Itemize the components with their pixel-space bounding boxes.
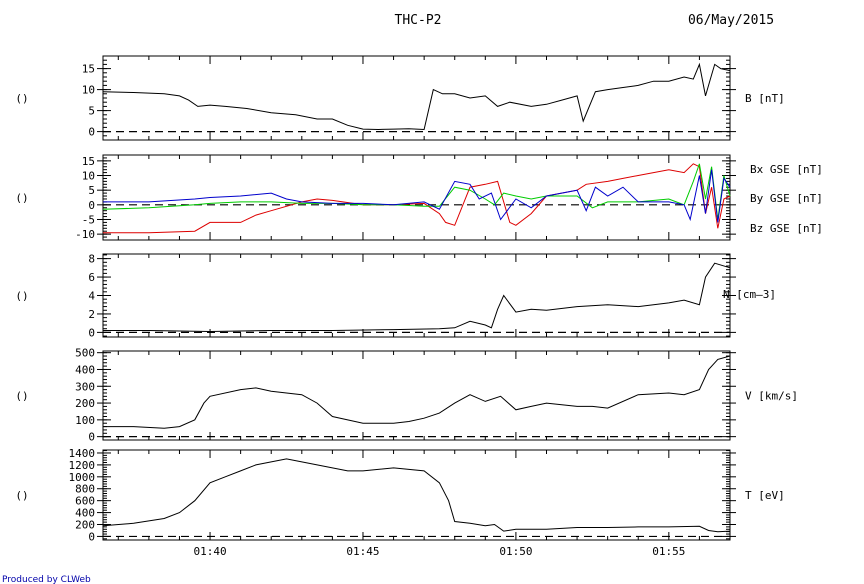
panel-2-legend-bz: Bz GSE [nT]	[750, 222, 823, 235]
panel-2-series-3	[103, 169, 731, 223]
panel-5-ytick-label: 800	[75, 483, 95, 496]
chart-title: THC-P2	[395, 13, 442, 28]
panel-3-ylabel-dash: —	[756, 288, 763, 301]
panel-1-series-1	[102, 62, 731, 131]
panel-3-ytick-label: 4	[88, 290, 95, 303]
panel-1-ytick-label: 5	[88, 105, 95, 118]
panel-2-frame	[102, 154, 731, 241]
panel-2-ytick-label: 5	[88, 184, 95, 197]
panel-2-series-1	[103, 163, 731, 234]
panel-5-ytick-label: 1200	[69, 459, 96, 472]
panel-3-ytick-label: 6	[88, 271, 95, 284]
panel-3-ytick-label: 8	[88, 253, 95, 266]
panel-1-ytick-label: 10	[82, 84, 95, 97]
panel-5-ytick-label: 200	[75, 519, 95, 532]
panel-1-frame	[102, 55, 731, 141]
panel-3-ylabel-base: N [cm—3]	[723, 288, 776, 301]
panel-2-ytick-label: 10	[82, 170, 95, 183]
panel-2-series-2	[102, 163, 731, 220]
panel-3-ytick-label: 2	[88, 308, 95, 321]
panel-4-ytick-label: 100	[75, 414, 95, 427]
xtick-label: 01:55	[652, 545, 685, 558]
panel-2-left-label: ()	[15, 192, 28, 205]
panel-4-ytick-label: 0	[88, 431, 95, 444]
panel-4-series-1	[103, 355, 731, 429]
panel-4-left-label: ()	[15, 390, 28, 403]
panel-2-legend-bx: Bx GSE [nT]	[750, 163, 823, 176]
panel-3-ylabel-suffix: 3]	[763, 288, 776, 301]
panel-1-left-label: ()	[15, 92, 28, 105]
panel-5-ytick-label: 1400	[69, 447, 96, 460]
panel-3-frame	[102, 253, 731, 338]
panel-3-ylabel-prefix: N [cm	[723, 288, 756, 301]
panel-4-ytick-label: 200	[75, 397, 95, 410]
credit-text: Produced by CLWeb	[2, 575, 91, 584]
panel-4-ytick-label: 500	[75, 347, 95, 360]
panel-5-series-1	[102, 458, 731, 533]
panel-1-ylabel: B [nT]	[745, 92, 785, 105]
xtick-label: 01:40	[193, 545, 226, 558]
panel-2-ytick-label: -5	[82, 213, 95, 226]
panel-5-frame	[102, 449, 731, 541]
panel-1-ytick-label: 0	[88, 126, 95, 139]
panel-4-ylabel: V [km/s]	[745, 390, 798, 403]
panel-3-series-1	[103, 262, 731, 333]
panel-4-ytick-label: 300	[75, 380, 95, 393]
panel-1-ytick-label: 15	[82, 63, 95, 76]
panel-2-ytick-label: 15	[82, 155, 95, 168]
panel-5-left-label: ()	[15, 489, 28, 502]
chart-date: 06/May/2015	[688, 13, 774, 28]
panel-5-ytick-label: 1000	[69, 471, 96, 484]
panel-2-legend-by: By GSE [nT]	[750, 192, 823, 205]
panel-5-ytick-label: 0	[88, 530, 95, 543]
panel-4-ytick-label: 400	[75, 363, 95, 376]
panel-5-ytick-label: 400	[75, 507, 95, 520]
panel-2-ytick-label: -10	[75, 228, 95, 241]
xtick-label: 01:45	[346, 545, 379, 558]
panel-5-ytick-label: 600	[75, 495, 95, 508]
panel-5-ylabel: T [eV]	[745, 489, 785, 502]
panel-2-ytick-label: 0	[88, 199, 95, 212]
panel-3-left-label: ()	[15, 290, 28, 303]
panel-4-frame	[102, 350, 731, 441]
panel-3-ytick-label: 0	[88, 326, 95, 339]
xtick-label: 01:50	[499, 545, 532, 558]
